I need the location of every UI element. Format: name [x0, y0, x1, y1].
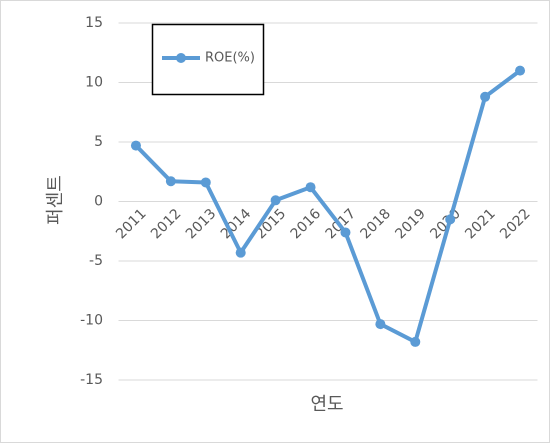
- data-point: [375, 319, 386, 330]
- data-point: [305, 182, 316, 193]
- y-tick-label: 0: [94, 194, 103, 210]
- data-point: [200, 177, 211, 188]
- data-point: [445, 214, 456, 225]
- y-tick-label: 5: [94, 134, 103, 150]
- y-tick-label: 15: [85, 15, 103, 31]
- data-point: [130, 140, 141, 151]
- y-tick-label: 10: [85, 75, 103, 91]
- x-axis-title: 연도: [310, 394, 343, 415]
- data-point: [515, 65, 526, 76]
- y-axis-title: 퍼센트: [45, 175, 66, 225]
- data-point: [235, 247, 246, 258]
- data-point: [480, 91, 491, 102]
- data-point: [340, 227, 351, 238]
- data-point: [410, 336, 421, 347]
- legend-label: ROE(%): [205, 51, 255, 66]
- series-line: [134, 68, 522, 344]
- y-tick-label: -5: [89, 253, 103, 269]
- data-point: [270, 195, 281, 206]
- y-tick-label: -15: [80, 372, 103, 388]
- y-tick-label: -10: [80, 313, 103, 329]
- data-point: [165, 176, 176, 187]
- legend-box: [151, 23, 265, 96]
- legend-marker: [176, 53, 186, 63]
